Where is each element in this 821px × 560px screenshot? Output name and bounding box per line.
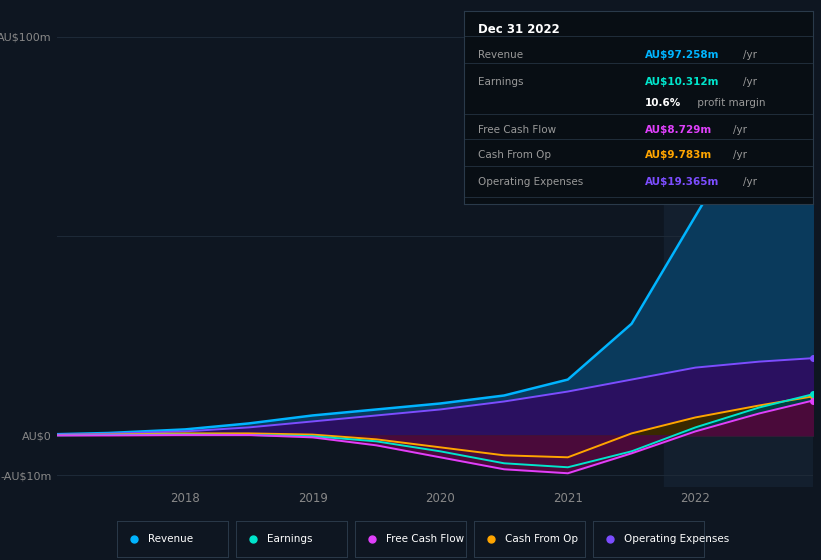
Text: Cash From Op: Cash From Op [505,534,578,544]
Text: Operating Expenses: Operating Expenses [624,534,729,544]
Text: AU$10.312m: AU$10.312m [645,77,720,87]
Text: /yr: /yr [733,150,747,160]
Text: AU$19.365m: AU$19.365m [645,178,720,188]
Text: AU$9.783m: AU$9.783m [645,150,713,160]
Text: Revenue: Revenue [478,50,523,60]
Text: AU$97.258m: AU$97.258m [645,50,720,60]
Text: 10.6%: 10.6% [645,98,681,108]
Text: Free Cash Flow: Free Cash Flow [478,125,556,135]
Text: /yr: /yr [743,178,757,188]
Bar [663,17,813,487]
Text: Cash From Op: Cash From Op [478,150,551,160]
Text: Earnings: Earnings [478,77,523,87]
Text: /yr: /yr [743,77,757,87]
Text: /yr: /yr [743,50,757,60]
Text: Revenue: Revenue [148,534,193,544]
Text: AU$8.729m: AU$8.729m [645,125,713,135]
Text: /yr: /yr [733,125,747,135]
Text: Operating Expenses: Operating Expenses [478,178,583,188]
Text: Earnings: Earnings [267,534,313,544]
Text: Dec 31 2022: Dec 31 2022 [478,23,560,36]
Text: profit margin: profit margin [695,98,766,108]
Text: Free Cash Flow: Free Cash Flow [386,534,464,544]
